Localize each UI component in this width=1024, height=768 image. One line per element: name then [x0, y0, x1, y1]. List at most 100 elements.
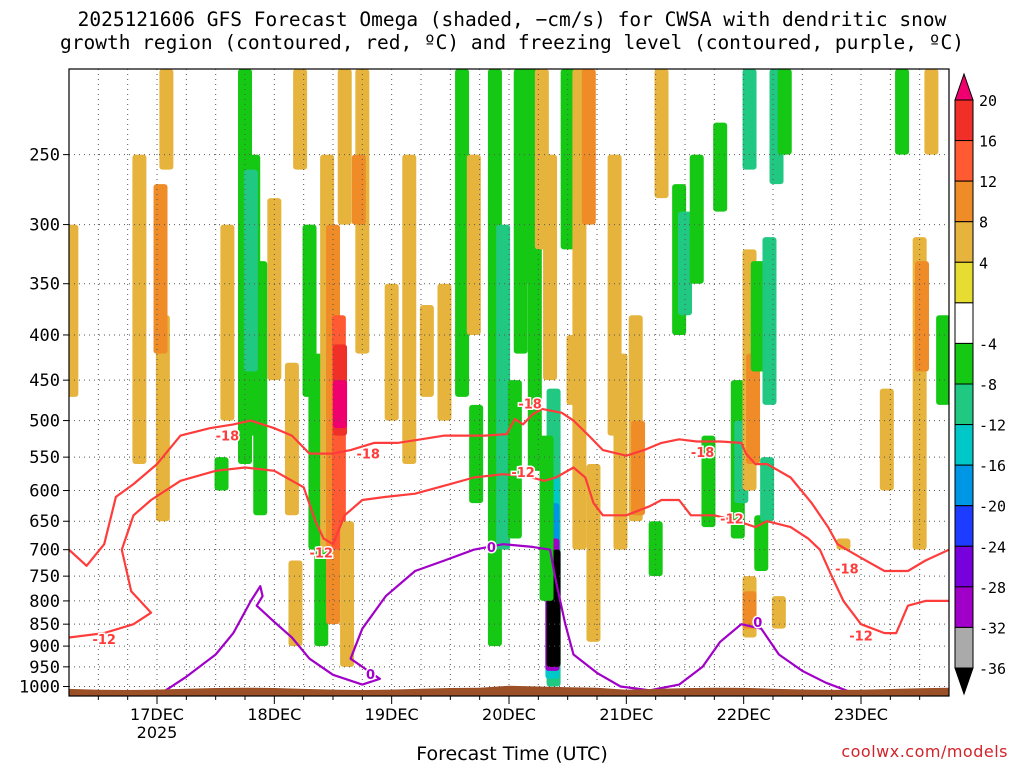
- source-credit: coolwx.com/models: [841, 742, 1008, 761]
- omega-cell: [746, 353, 761, 465]
- omega-cell: [288, 560, 303, 647]
- omega-cell: [879, 388, 894, 491]
- omega-cell: [159, 69, 174, 170]
- y-tick-label: 700: [29, 541, 60, 561]
- omega-cell: [340, 521, 355, 667]
- colorbar-label: 20: [979, 92, 997, 110]
- y-tick-label: 450: [29, 371, 60, 391]
- y-tick-label: 950: [29, 658, 60, 678]
- x-tick-label: 23DEC: [834, 705, 888, 724]
- omega-cell: [333, 380, 348, 429]
- x-tick-label: 17DEC: [130, 705, 184, 724]
- contour-label: -18: [216, 430, 240, 445]
- omega-cell: [351, 154, 366, 225]
- y-tick-label: 600: [29, 482, 60, 502]
- colorbar-top-arrow: [954, 72, 974, 101]
- contour-label: 0: [753, 616, 762, 631]
- colorbar-bin: [954, 302, 974, 344]
- omega-cell: [754, 515, 769, 571]
- omega-cell: [153, 184, 168, 354]
- colorbar-bin: [954, 261, 974, 304]
- omega-cell: [466, 154, 481, 335]
- colorbar-label: -4: [979, 335, 997, 353]
- colorbar-bin: [954, 140, 974, 182]
- omega-cell: [539, 435, 554, 601]
- omega-cell: [678, 211, 692, 316]
- omega-cell: [419, 305, 434, 397]
- omega-cell: [496, 224, 511, 550]
- chart-title-line-2: growth region (contoured, red, ºC) and f…: [60, 31, 964, 54]
- colorbar: 20 16 12 8 4 -4 -8 -12 -16 -20 -24 -28 -32 -36: [954, 72, 1006, 696]
- omega-cell: [742, 69, 757, 170]
- omega-cell: [654, 69, 669, 199]
- y-axis: 2503003504004505005506006507007508008509…: [19, 146, 69, 698]
- y-tick-label: 250: [29, 146, 60, 166]
- x-tick-label: 21DEC: [599, 705, 653, 724]
- omega-cell: [836, 538, 851, 550]
- colorbar-bin: [954, 505, 974, 547]
- omega-cell: [337, 69, 352, 225]
- colorbar-bin: [954, 180, 974, 223]
- contour-label: -18: [835, 562, 859, 577]
- colorbar-label: 16: [979, 133, 997, 151]
- contour-label: -12: [849, 629, 873, 644]
- colorbar-label: -24: [979, 538, 1006, 556]
- omega-cell: [469, 404, 484, 504]
- colorbar-bin: [954, 626, 974, 669]
- y-tick-label: 900: [29, 637, 60, 657]
- omega-cell: [701, 435, 716, 528]
- omega-cell: [742, 591, 757, 629]
- colorbar-label: 12: [979, 173, 997, 191]
- omega-cell: [384, 283, 399, 421]
- omega-cell: [648, 521, 663, 577]
- terrain-layer: [69, 685, 949, 696]
- colorbar-bin: [954, 342, 974, 385]
- omega-cell: [543, 154, 558, 381]
- omega-cell: [581, 69, 596, 225]
- contour-layer: [69, 407, 949, 696]
- colorbar-label: -20: [979, 498, 1006, 516]
- omega-cell: [243, 169, 258, 372]
- colorbar-label: -16: [979, 457, 1006, 475]
- chart-title-line-1: 2025121606 GFS Forecast Omega (shaded, −…: [77, 8, 947, 31]
- colorbar-label: -8: [979, 376, 997, 394]
- x-tick-label: 18DEC: [247, 705, 301, 724]
- omega-cell: [293, 69, 308, 170]
- contour-label: -18: [518, 397, 542, 412]
- colorbar-label: 8: [979, 214, 988, 232]
- contour-label: -18: [356, 448, 380, 463]
- colorbar-bin: [954, 424, 974, 466]
- y-tick-label: 350: [29, 275, 60, 295]
- contour-label-layer: -18 -18 -18 -18 -18 -12 -12 -12 -12 -12 0 0 0: [91, 396, 874, 685]
- y-tick-label: 650: [29, 512, 60, 532]
- omega-cell: [284, 362, 299, 516]
- omega-cell: [713, 122, 728, 212]
- omega-cell: [155, 315, 170, 522]
- colorbar-bin: [954, 383, 974, 426]
- x-tick-sublabel: 2025: [137, 723, 178, 742]
- y-tick-label: 500: [29, 412, 60, 432]
- colorbar-label: -12: [979, 417, 1006, 435]
- colorbar-bin: [954, 586, 974, 628]
- contour-label: -12: [511, 466, 535, 481]
- omega-cell: [915, 261, 930, 372]
- contour-label: -12: [310, 546, 334, 561]
- omega-cell: [613, 353, 628, 550]
- contour-label: -12: [92, 633, 116, 648]
- x-tick-label: 19DEC: [365, 705, 419, 724]
- omega-cell: [507, 380, 522, 539]
- colorbar-label: 4: [979, 254, 988, 272]
- y-tick-label: 850: [29, 615, 60, 635]
- contour-line: [69, 466, 949, 639]
- omega-cell: [771, 596, 786, 629]
- omega-cell: [437, 283, 452, 421]
- colorbar-label: -32: [979, 619, 1006, 637]
- terrain-surface: [69, 685, 949, 696]
- omega-cell: [895, 69, 910, 155]
- x-axis-label: Forecast Time (UTC): [416, 743, 608, 765]
- colorbar-bin: [954, 221, 974, 263]
- colorbar-bin: [954, 464, 974, 507]
- contour-line: [156, 543, 862, 696]
